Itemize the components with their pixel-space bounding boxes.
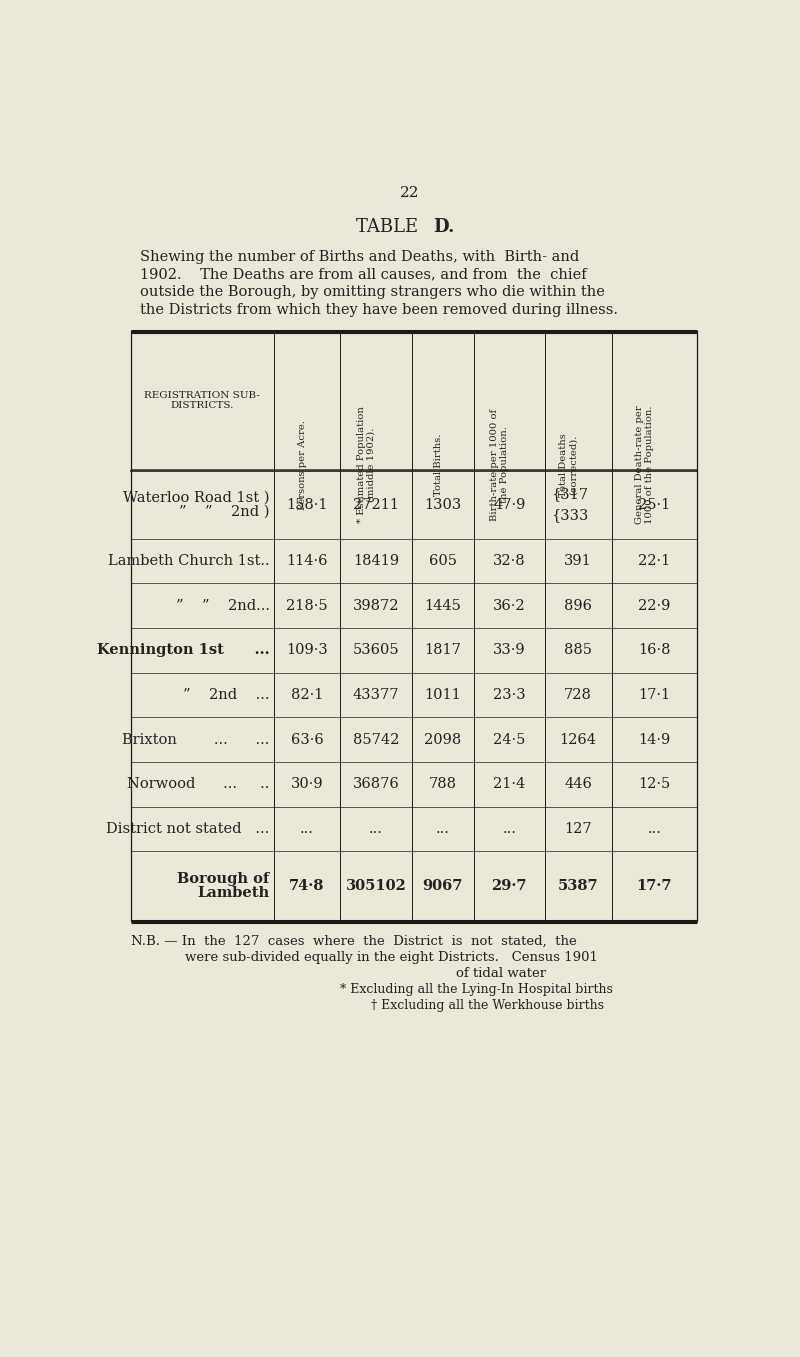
Text: 63·6: 63·6	[290, 733, 323, 746]
Text: 29·7: 29·7	[491, 879, 527, 893]
Text: Lambeth Church 1st..: Lambeth Church 1st..	[108, 554, 270, 569]
Text: 18419: 18419	[353, 554, 399, 569]
Text: 788: 788	[429, 778, 457, 791]
Text: {317: {317	[551, 487, 588, 501]
Text: Persons per Acre.: Persons per Acre.	[298, 419, 307, 510]
Text: 21·4: 21·4	[493, 778, 526, 791]
Text: 17·1: 17·1	[638, 688, 670, 702]
Text: * Estimated Population
(middle 1902).: * Estimated Population (middle 1902).	[357, 406, 376, 522]
Text: TABLE: TABLE	[356, 218, 430, 236]
Text: 109·3: 109·3	[286, 643, 328, 657]
Text: 85742: 85742	[353, 733, 399, 746]
Text: 12·5: 12·5	[638, 778, 670, 791]
Text: 1445: 1445	[424, 598, 461, 612]
Text: REGISTRATION SUB-
DISTRICTS.: REGISTRATION SUB- DISTRICTS.	[144, 391, 260, 410]
Text: 1902.    The Deaths are from all causes, and from  the  chief: 1902. The Deaths are from all causes, an…	[140, 267, 587, 281]
Text: 896: 896	[564, 598, 592, 612]
Text: Norwood      ...     ..: Norwood ... ..	[127, 778, 270, 791]
Text: 22·9: 22·9	[638, 598, 670, 612]
Text: 16·8: 16·8	[638, 643, 670, 657]
Text: 218·5: 218·5	[286, 598, 328, 612]
Text: 5387: 5387	[558, 879, 598, 893]
Text: 1264: 1264	[560, 733, 597, 746]
Text: † Excluding all the Werkhouse births: † Excluding all the Werkhouse births	[371, 999, 604, 1012]
Text: Lambeth: Lambeth	[198, 886, 270, 900]
Text: 605: 605	[429, 554, 457, 569]
Text: Borough of: Borough of	[178, 871, 270, 886]
Text: {333: {333	[551, 509, 589, 522]
Text: 47·9: 47·9	[493, 498, 526, 512]
Text: 32·8: 32·8	[493, 554, 526, 569]
Text: 22·1: 22·1	[638, 554, 670, 569]
Text: District not stated   ...: District not stated ...	[106, 822, 270, 836]
Text: 74·8: 74·8	[290, 879, 325, 893]
Text: 36876: 36876	[353, 778, 399, 791]
Text: D.: D.	[434, 218, 454, 236]
Text: 114·6: 114·6	[286, 554, 328, 569]
Text: 39872: 39872	[353, 598, 399, 612]
Text: 1303: 1303	[424, 498, 461, 512]
Text: Birth-rate per 1000 of
the Population.: Birth-rate per 1000 of the Population.	[490, 408, 509, 521]
Text: 24·5: 24·5	[493, 733, 526, 746]
Text: 82·1: 82·1	[290, 688, 323, 702]
Text: ...: ...	[647, 822, 661, 836]
Text: were sub-divided equally in the eight Districts.   Census 1901: were sub-divided equally in the eight Di…	[186, 950, 598, 963]
Text: 27211: 27211	[353, 498, 399, 512]
Text: 2098: 2098	[424, 733, 461, 746]
Text: Total Births.: Total Births.	[434, 433, 442, 495]
Text: ...: ...	[502, 822, 516, 836]
Text: the Districts from which they have been removed during illness.: the Districts from which they have been …	[140, 303, 618, 318]
Text: Kennington 1st      ...: Kennington 1st ...	[97, 643, 270, 657]
Text: ...: ...	[369, 822, 383, 836]
Text: 36·2: 36·2	[493, 598, 526, 612]
Text: 53605: 53605	[353, 643, 399, 657]
Text: 158·1: 158·1	[286, 498, 328, 512]
Text: ...: ...	[300, 822, 314, 836]
Text: ”    ”    2nd ): ” ” 2nd )	[179, 505, 270, 518]
Text: ”    ”    2nd...: ” ” 2nd...	[176, 598, 270, 612]
Text: 22: 22	[400, 186, 420, 199]
Text: 885: 885	[564, 643, 592, 657]
Text: ...: ...	[436, 822, 450, 836]
Text: 33·9: 33·9	[493, 643, 526, 657]
Text: 391: 391	[564, 554, 592, 569]
Text: Waterloo Road 1st ): Waterloo Road 1st )	[123, 490, 270, 505]
Text: 1817: 1817	[424, 643, 461, 657]
Text: 43377: 43377	[353, 688, 399, 702]
Text: of tidal water: of tidal water	[457, 966, 546, 980]
Text: outside the Borough, by omitting strangers who die within the: outside the Borough, by omitting strange…	[140, 285, 605, 300]
Text: * Excluding all the Lying-In Hospital births: * Excluding all the Lying-In Hospital bi…	[340, 982, 613, 996]
Text: 1011: 1011	[424, 688, 461, 702]
Text: 17·7: 17·7	[636, 879, 672, 893]
Text: General Death-rate per
1000 of the Population.: General Death-rate per 1000 of the Popul…	[634, 406, 654, 524]
Text: 25·1: 25·1	[638, 498, 670, 512]
Text: ”    2nd    ...: ” 2nd ...	[183, 688, 270, 702]
Text: 305102: 305102	[346, 879, 406, 893]
Text: N.B. — In  the  127  cases  where  the  District  is  not  stated,  the: N.B. — In the 127 cases where the Distri…	[131, 935, 577, 947]
Text: 30·9: 30·9	[290, 778, 323, 791]
Text: 9067: 9067	[422, 879, 462, 893]
Text: Total Deaths
(corrected).: Total Deaths (corrected).	[558, 433, 578, 497]
Text: 127: 127	[564, 822, 592, 836]
Text: 446: 446	[564, 778, 592, 791]
Text: 728: 728	[564, 688, 592, 702]
Text: Shewing the number of Births and Deaths, with  Birth- and: Shewing the number of Births and Deaths,…	[140, 250, 579, 263]
Text: 14·9: 14·9	[638, 733, 670, 746]
Text: 23·3: 23·3	[493, 688, 526, 702]
Text: Brixton        ...      ...: Brixton ... ...	[122, 733, 270, 746]
